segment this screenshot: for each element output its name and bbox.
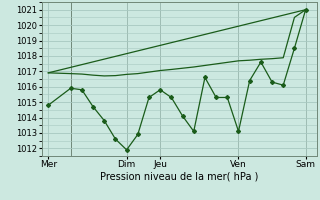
X-axis label: Pression niveau de la mer( hPa ): Pression niveau de la mer( hPa ) bbox=[100, 172, 258, 182]
